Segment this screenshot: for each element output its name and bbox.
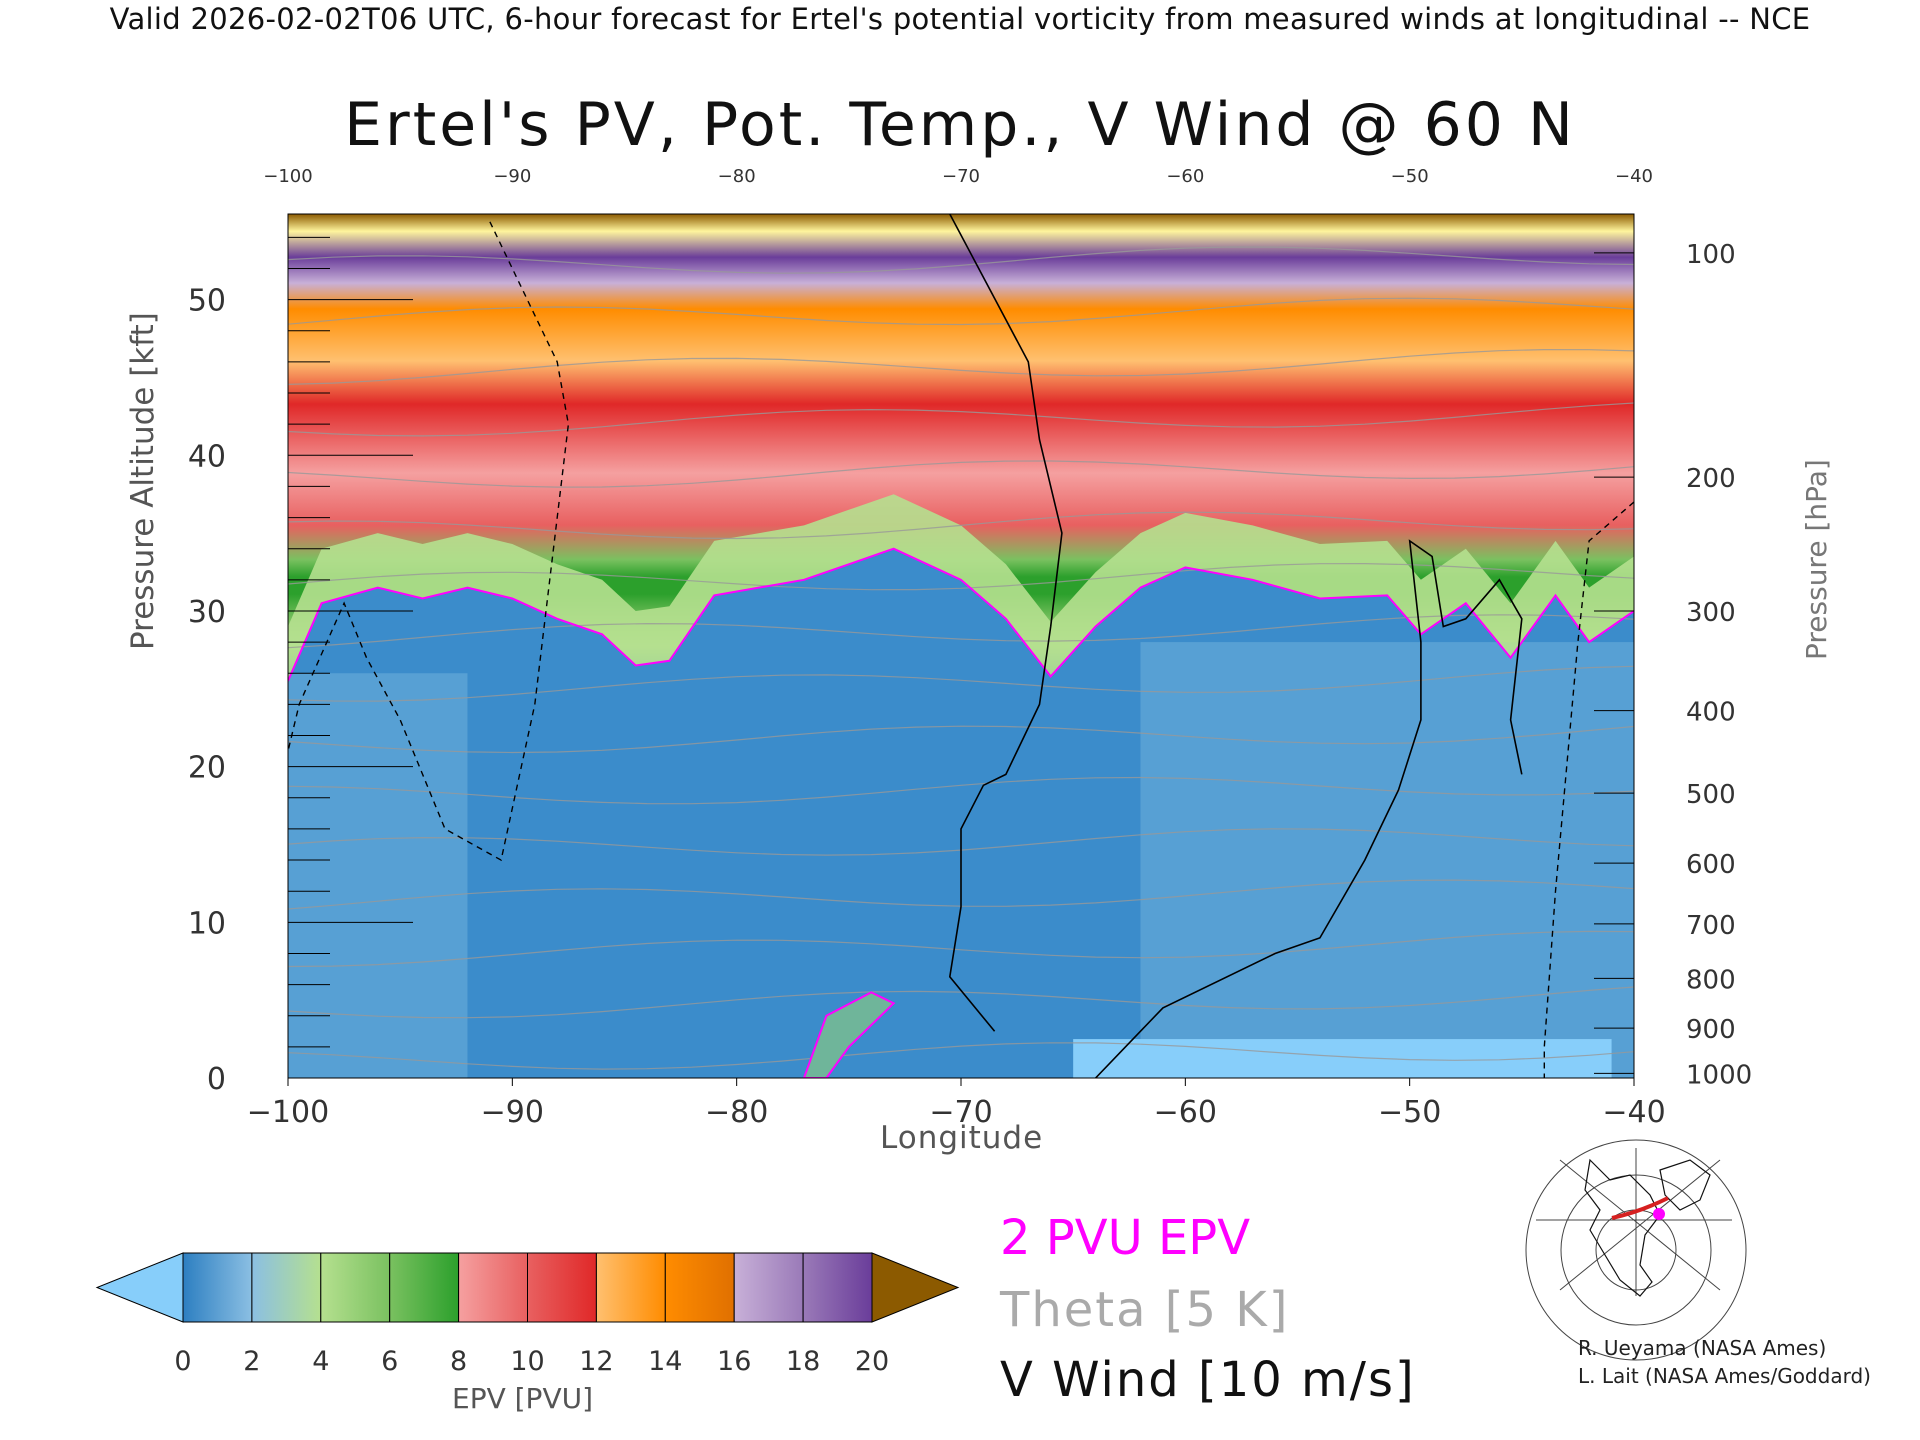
vwind-negative-contour: [1543, 501, 1634, 1078]
theta-isentrope: [288, 614, 1634, 649]
y-axis-label: Pressure Altitude [kft]: [125, 312, 161, 650]
x-top-tick-label: −60: [1166, 166, 1204, 187]
theta-isentrope: [288, 511, 1634, 540]
theta-isentrope: [288, 246, 1634, 274]
colorbar-label: EPV [PVU]: [452, 1382, 594, 1415]
pvu2-surface-blob: [802, 991, 896, 1078]
vwind-zero-contour: [948, 214, 1063, 1032]
colorbar-segment: [664, 1252, 735, 1323]
credit-line-1: R. Ueyama (NASA Ames): [1578, 1336, 1827, 1360]
colorbar-segment: [182, 1252, 253, 1323]
theta-isentrope: [288, 297, 1634, 326]
colorbar-segment: [527, 1252, 597, 1323]
colorbar-tick-label: 2: [243, 1346, 260, 1377]
y-tick-label: 20: [188, 751, 226, 786]
colorbar-segment: [733, 1252, 804, 1323]
x-top-tick-label: −70: [942, 166, 980, 187]
pressure-tick-label: 200: [1686, 464, 1736, 494]
pressure-tick-label: 500: [1686, 780, 1736, 810]
colorbar-tick-label: 6: [381, 1346, 398, 1377]
colorbar-tick-label: 8: [450, 1346, 467, 1377]
colorbar-segment: [251, 1252, 322, 1323]
pressure-tick-label: 600: [1686, 850, 1736, 880]
legend-theta: Theta [5 K]: [1000, 1282, 1290, 1338]
colorbar-segment: [802, 1252, 873, 1323]
colorbar-segment: [458, 1252, 529, 1323]
colorbar-tick-label: 16: [717, 1346, 751, 1377]
y-tick-label: 30: [188, 595, 226, 630]
pressure-axis-label: Pressure [hPa]: [1800, 459, 1833, 660]
colorbar-tick-label: 18: [786, 1346, 820, 1377]
colorbar-tick-label: 4: [312, 1346, 329, 1377]
theta-isentrope: [288, 930, 1634, 968]
theta-isentrope: [288, 460, 1634, 488]
pressure-tick-label: 700: [1686, 911, 1736, 941]
pvu2-contour: [288, 547, 1634, 682]
credit-line-2: L. Lait (NASA Ames/Goddard): [1578, 1364, 1871, 1388]
x-tick-label: −80: [705, 1095, 768, 1130]
x-top-tick-label: −90: [493, 166, 531, 187]
theta-isentrope: [288, 665, 1634, 702]
troposphere-light-west: [288, 673, 468, 1078]
pressure-tick-label: 900: [1686, 1015, 1736, 1045]
x-top-tick-label: −100: [263, 166, 312, 187]
x-tick-label: −60: [1154, 1095, 1217, 1130]
theta-isentrope: [288, 348, 1634, 385]
x-tick-label: −90: [481, 1095, 544, 1130]
theta-isentrope: [288, 1042, 1634, 1070]
pressure-tick-label: 100: [1686, 240, 1736, 270]
colorbar-tick-label: 0: [174, 1346, 191, 1377]
colorbar-tick-label: 14: [648, 1346, 682, 1377]
chart-title: Ertel's PV, Pot. Temp., V Wind @ 60 N: [344, 90, 1576, 160]
x-tick-label: −100: [247, 1095, 329, 1130]
x-axis-label: Longitude: [880, 1120, 1044, 1156]
legend-vwind: V Wind [10 m/s]: [1000, 1352, 1416, 1408]
y-tick-label: 50: [188, 284, 226, 319]
locator-map: [1525, 1139, 1747, 1361]
colorbar-tick-label: 10: [510, 1346, 544, 1377]
pressure-tick-label: 300: [1686, 598, 1736, 628]
pressure-tick-label: 800: [1686, 965, 1736, 995]
colorbar-segment: [389, 1252, 460, 1323]
colorbar-high-arrow: [871, 1252, 960, 1323]
x-tick-label: −50: [1378, 1095, 1441, 1130]
x-top-tick-label: −80: [718, 166, 756, 187]
theta-isentrope: [288, 402, 1634, 437]
y-tick-label: 40: [188, 439, 226, 474]
theta-isentrope: [288, 725, 1634, 754]
colorbar-segment: [595, 1252, 666, 1323]
x-tick-label: −70: [929, 1095, 992, 1130]
vwind-east-contour: [1095, 539, 1523, 1078]
x-tick-label: −40: [1602, 1095, 1665, 1130]
vwind-negative-contour: [288, 221, 570, 862]
y-tick-label: 0: [207, 1062, 226, 1097]
colorbar-segment: [320, 1252, 391, 1323]
pressure-tick-label: 400: [1686, 698, 1736, 728]
colorbar-low-arrow: [95, 1252, 184, 1323]
tropopause-band: [288, 494, 1634, 682]
theta-isentrope: [288, 562, 1634, 591]
troposphere-light-east: [1140, 642, 1634, 1078]
colorbar-tick-label: 12: [579, 1346, 613, 1377]
x-top-tick-label: −50: [1391, 166, 1429, 187]
theta-isentrope: [288, 776, 1634, 805]
pressure-tick-label: 1000: [1686, 1060, 1752, 1090]
x-top-tick-label: −40: [1615, 166, 1653, 187]
colorbar-tick-label: 20: [855, 1346, 889, 1377]
theta-isentrope: [288, 986, 1634, 1019]
y-tick-label: 10: [188, 906, 226, 941]
forecast-header: Valid 2026-02-02T06 UTC, 6-hour forecast…: [109, 2, 1811, 36]
legend-2pvu: 2 PVU EPV: [1000, 1210, 1251, 1266]
